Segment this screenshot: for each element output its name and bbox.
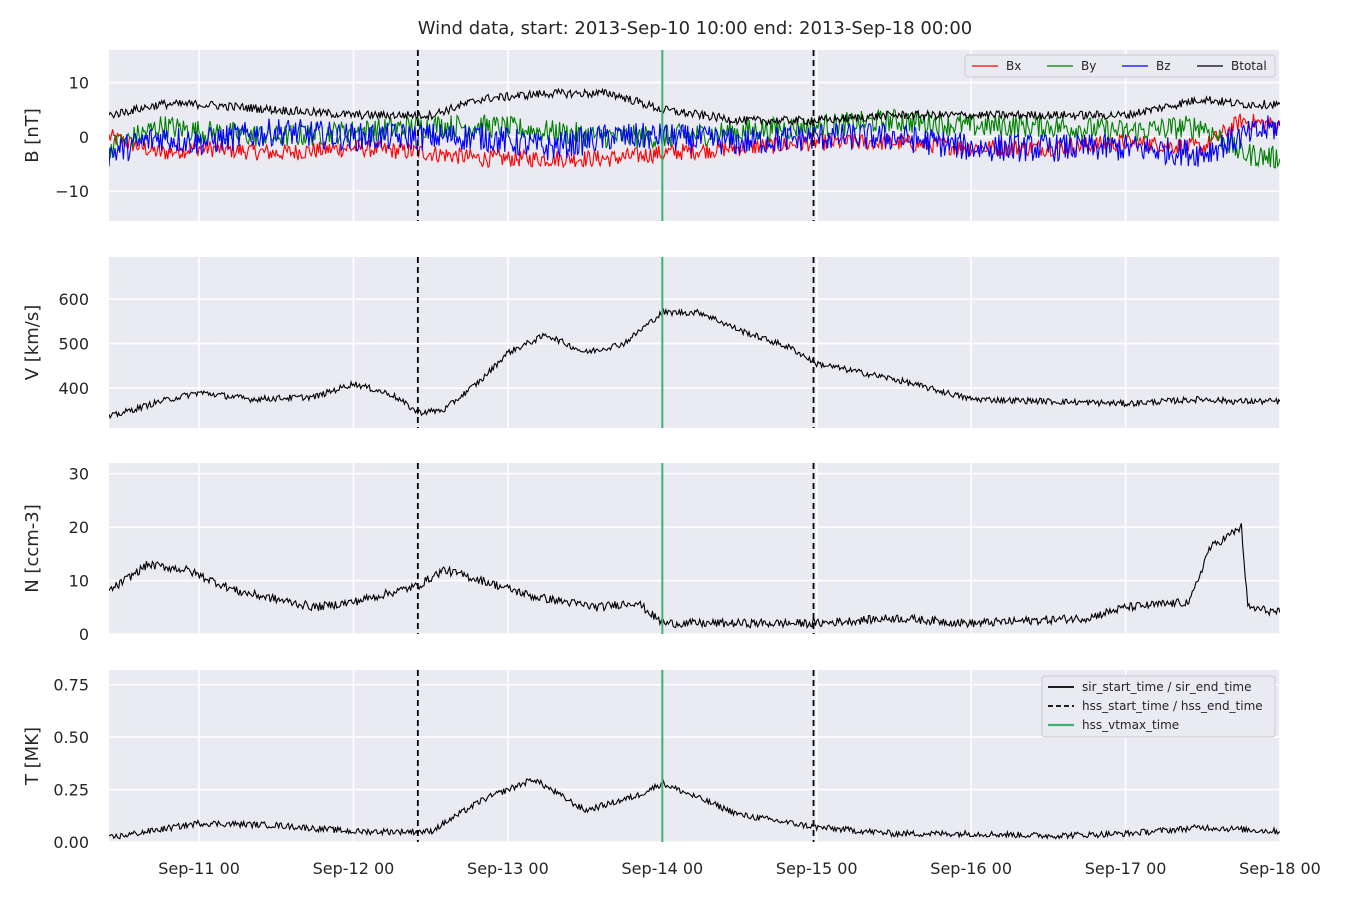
y-tick-label: 600 (58, 290, 89, 309)
y-tick-label: 10 (69, 74, 89, 93)
y-tick-label: 20 (69, 518, 89, 537)
panel-4: 0.00 0.25 0.50 0.75 T [MK] sir_start_time / s… (22, 670, 1281, 852)
y-tick-label: 0.00 (53, 833, 89, 852)
x-tick-label: Sep-18 00 (1239, 859, 1321, 878)
figure-title: Wind data, start: 2013-Sep-10 10:00 end:… (417, 18, 973, 39)
y-tick-label: 10 (69, 572, 89, 591)
y-tick-label: 0.75 (53, 676, 89, 695)
y-axis-label: N [ccm-3] (22, 504, 43, 593)
y-axis-label: T [MK] (22, 727, 43, 786)
legend-b: Bx By Bz Btotal (964, 54, 1276, 78)
y-tick-label: 0 (79, 128, 89, 147)
y-axis-label: B [nT] (22, 108, 43, 163)
legend-label: Btotal (1231, 59, 1267, 73)
y-tick-label: 30 (69, 465, 89, 484)
panel-1: −10 0 10 B [nT] Bx By Bz Btotal (22, 50, 1281, 221)
legend-label: Bx (1006, 59, 1021, 73)
series-btotal (109, 87, 1280, 127)
x-tick-label: Sep-13 00 (467, 859, 549, 878)
legend-label: Bz (1156, 59, 1171, 73)
x-tick-label: Sep-11 00 (158, 859, 240, 878)
y-tick-label: 0.50 (53, 728, 89, 747)
x-tick-label: Sep-15 00 (776, 859, 858, 878)
y-tick-label: 400 (58, 379, 89, 398)
legend-box (1041, 675, 1276, 738)
x-tick-label: Sep-12 00 (313, 859, 395, 878)
legend-label: sir_start_time / sir_end_time (1082, 680, 1252, 694)
legend-markers: sir_start_time / sir_end_time hss_start_t… (1041, 675, 1276, 738)
series-bz (109, 115, 1280, 167)
x-tick-label: Sep-16 00 (930, 859, 1012, 878)
series-trace (109, 523, 1280, 630)
y-tick-label: 0.25 (53, 781, 89, 800)
y-tick-label: −10 (55, 182, 89, 201)
legend-label: hss_start_time / hss_end_time (1082, 699, 1263, 713)
plot-area-background (109, 463, 1280, 634)
y-tick-label: 0 (79, 625, 89, 644)
legend-label: hss_vtmax_time (1082, 718, 1179, 732)
y-tick-label: 500 (58, 335, 89, 354)
series-trace (109, 777, 1280, 840)
x-tick-label: Sep-17 00 (1085, 859, 1167, 878)
panel-3: 0 10 20 30 N [ccm-3] (22, 463, 1281, 644)
series-trace (109, 307, 1280, 420)
y-axis-label: V [km/s] (22, 305, 43, 380)
legend-box (964, 54, 1276, 78)
x-tick-label: Sep-14 00 (621, 859, 703, 878)
legend-label: By (1081, 59, 1096, 73)
panel-2: 400 500 600 V [km/s] (22, 257, 1281, 428)
